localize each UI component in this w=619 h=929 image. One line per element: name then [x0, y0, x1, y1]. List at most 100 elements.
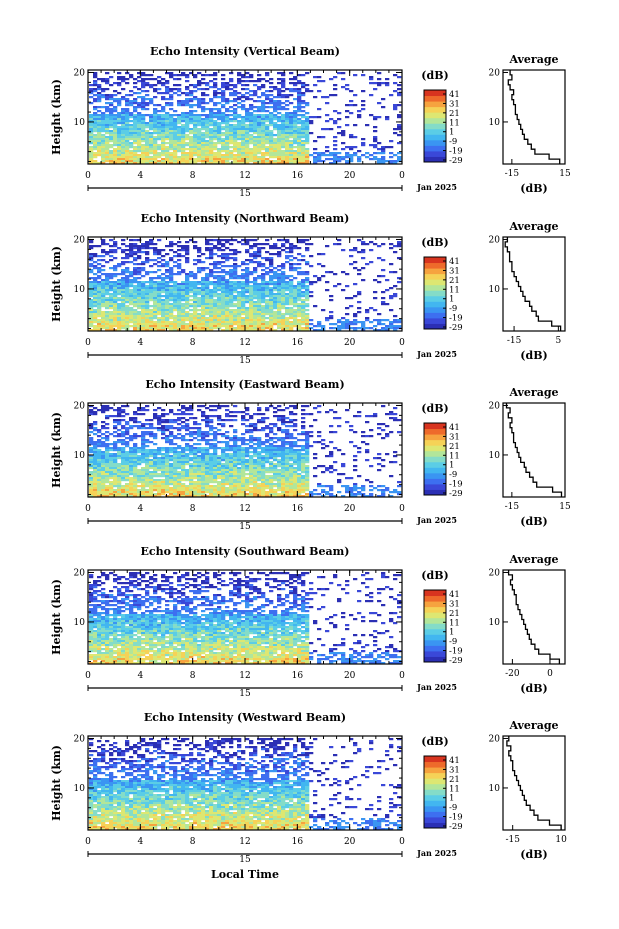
heatmap-cell	[217, 441, 222, 444]
heatmap-cell	[93, 305, 98, 308]
heatmap-cell	[133, 106, 138, 109]
average-profile-line	[507, 70, 561, 164]
heatmap-cell	[125, 281, 130, 284]
heatmap-cell	[193, 144, 198, 147]
heatmap-cell	[209, 323, 214, 326]
heatmap-cell	[125, 82, 130, 85]
heatmap-cell	[109, 245, 114, 248]
x-tick-label: 12	[239, 338, 250, 348]
heatmap-cell	[249, 285, 254, 288]
heatmap-cell	[221, 78, 226, 81]
heatmap-cell	[253, 118, 258, 121]
heatmap-cell	[217, 275, 222, 278]
heatmap-cell	[97, 307, 102, 310]
heatmap-cell	[201, 315, 206, 318]
heatmap-cell	[297, 126, 302, 129]
heatmap-cell	[101, 80, 106, 83]
heatmap-cell	[241, 160, 246, 163]
heatmap-cell	[269, 299, 274, 302]
heatmap-cell	[269, 94, 274, 97]
heatmap-cell	[205, 116, 210, 119]
heatmap-cell	[257, 407, 262, 410]
heatmap-cell	[205, 421, 210, 424]
heatmap-cell	[285, 277, 290, 280]
heatmap-cell	[133, 253, 138, 256]
heatmap-cell	[237, 281, 242, 284]
heatmap-cell	[181, 100, 186, 103]
heatmap-cell	[281, 86, 286, 89]
heatmap-cell	[381, 319, 386, 322]
heatmap-cell	[189, 413, 194, 416]
heatmap-cell	[89, 88, 94, 91]
heatmap-cell	[281, 423, 286, 426]
heatmap-cell	[145, 281, 150, 284]
heatmap-cell	[129, 437, 134, 440]
heatmap-cell	[169, 114, 174, 117]
heatmap-cell	[345, 88, 350, 91]
heatmap-cell	[97, 118, 102, 121]
heatmap-cell	[161, 321, 166, 324]
heatmap-cell	[89, 126, 94, 129]
heatmap-cell	[277, 299, 282, 302]
heatmap-cell	[241, 261, 246, 264]
heatmap-cell	[289, 152, 294, 155]
heatmap-cell	[301, 305, 306, 308]
heatmap-cell	[157, 289, 162, 292]
heatmap-cell	[185, 74, 190, 77]
heatmap-cell	[269, 307, 274, 310]
average-x-tick-label: 15	[559, 169, 571, 179]
heatmap-cell	[129, 281, 134, 284]
heatmap-cell	[253, 255, 258, 258]
heatmap-cell	[305, 239, 310, 242]
heatmap-cell	[277, 273, 282, 276]
heatmap-cell	[89, 128, 94, 131]
heatmap-cell	[257, 297, 262, 300]
heatmap-cell	[133, 82, 138, 85]
heatmap-cell	[261, 102, 266, 105]
heatmap-cell	[169, 162, 174, 165]
heatmap-cell	[97, 327, 102, 330]
heatmap-cell	[153, 116, 158, 119]
heatmap-cell	[249, 74, 254, 77]
colorbar-band	[424, 106, 446, 113]
heatmap-cell	[137, 245, 142, 248]
heatmap-cell	[125, 114, 130, 117]
heatmap-cell	[117, 289, 122, 292]
heatmap-cell	[333, 154, 338, 157]
heatmap-cell	[185, 118, 190, 121]
heatmap-cell	[277, 313, 282, 316]
heatmap-cell	[177, 255, 182, 258]
heatmap-cell	[289, 144, 294, 147]
heatmap-cell	[101, 130, 106, 133]
heatmap-cell	[293, 128, 298, 131]
heatmap-cell	[309, 120, 314, 123]
heatmap-cell	[181, 311, 186, 314]
heatmap-cell	[161, 142, 166, 145]
heatmap-cell	[153, 321, 158, 324]
heatmap-cell	[305, 305, 310, 308]
heatmap-cell	[241, 277, 246, 280]
heatmap-cell	[385, 435, 390, 438]
heatmap-cell	[361, 154, 366, 157]
heatmap-cell	[157, 261, 162, 264]
heatmap-cell	[305, 315, 310, 318]
heatmap-cell	[257, 118, 262, 121]
heatmap-cell	[121, 118, 126, 121]
heatmap-cell	[181, 435, 186, 438]
heatmap-cell	[153, 156, 158, 159]
heatmap-cell	[181, 130, 186, 133]
heatmap-cell	[393, 82, 398, 85]
heatmap-cell	[277, 275, 282, 278]
heatmap-cell	[221, 249, 226, 252]
heatmap-cell	[169, 443, 174, 446]
heatmap-cell	[189, 285, 194, 288]
heatmap-cell	[161, 299, 166, 302]
heatmap-cell	[257, 140, 262, 143]
heatmap-cell	[257, 309, 262, 312]
heatmap-cell	[261, 277, 266, 280]
heatmap-cell	[269, 120, 274, 123]
heatmap-cell	[189, 271, 194, 274]
heatmap-cell	[105, 301, 110, 304]
heatmap-cell	[185, 80, 190, 83]
heatmap-cell	[213, 325, 218, 328]
